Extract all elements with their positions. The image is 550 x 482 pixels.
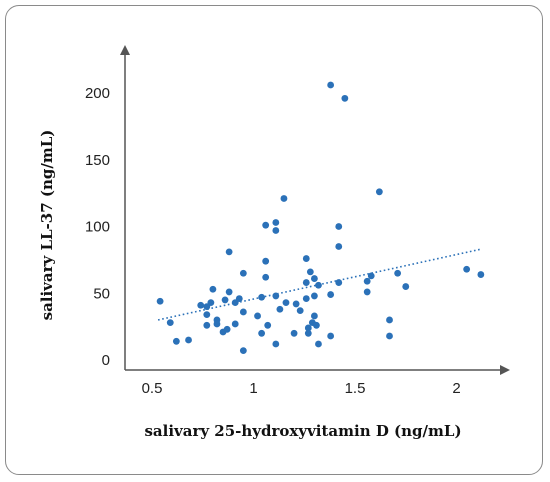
data-point bbox=[185, 336, 192, 344]
data-point bbox=[172, 337, 180, 345]
axes bbox=[120, 45, 510, 375]
data-point bbox=[225, 248, 233, 256]
data-point bbox=[386, 332, 393, 340]
data-point bbox=[264, 321, 272, 329]
data-point bbox=[262, 257, 270, 265]
data-point bbox=[272, 292, 280, 300]
data-point bbox=[221, 296, 229, 304]
data-point bbox=[280, 195, 288, 202]
data-point bbox=[302, 279, 310, 286]
x-axis-arrow bbox=[500, 365, 510, 375]
data-point bbox=[394, 269, 402, 277]
y-tick-label: 200 bbox=[85, 85, 110, 102]
data-point bbox=[463, 265, 471, 273]
data-point bbox=[282, 299, 290, 306]
x-tick-label: 1 bbox=[249, 380, 257, 397]
data-point bbox=[335, 279, 343, 286]
y-tick-label: 100 bbox=[85, 219, 110, 236]
data-point bbox=[156, 297, 164, 305]
data-point bbox=[302, 295, 310, 302]
data-point bbox=[327, 81, 335, 89]
data-point bbox=[315, 281, 322, 289]
data-point bbox=[239, 347, 247, 355]
y-tick-label: 50 bbox=[93, 285, 110, 302]
data-point bbox=[258, 329, 266, 337]
data-point bbox=[367, 272, 375, 280]
data-point bbox=[477, 271, 485, 278]
data-point bbox=[335, 243, 343, 250]
data-point bbox=[166, 319, 174, 327]
x-tick-label: 2 bbox=[452, 380, 460, 397]
data-point bbox=[306, 268, 314, 276]
data-point bbox=[262, 273, 270, 281]
data-point bbox=[363, 277, 371, 285]
data-point bbox=[197, 301, 205, 309]
data-point bbox=[341, 94, 349, 102]
data-point bbox=[262, 221, 270, 229]
data-point bbox=[207, 299, 215, 306]
data-point bbox=[315, 340, 322, 348]
data-point bbox=[302, 255, 310, 262]
data-point bbox=[213, 320, 221, 328]
data-point bbox=[239, 269, 247, 277]
data-point bbox=[311, 312, 318, 320]
data-point bbox=[304, 329, 312, 337]
y-tick-label: 0 bbox=[102, 352, 110, 369]
data-point bbox=[296, 307, 304, 315]
data-point bbox=[311, 275, 318, 282]
data-point bbox=[311, 292, 318, 300]
y-tick-label: 150 bbox=[85, 152, 110, 169]
x-tick-label: 0.5 bbox=[142, 380, 163, 397]
data-point bbox=[313, 321, 320, 329]
data-point bbox=[239, 308, 247, 316]
data-point bbox=[272, 340, 280, 348]
x-axis-title: salivary 25-hydroxyvitamin D (ng/mL) bbox=[144, 422, 461, 440]
y-axis-title: salivary LL-37 (ng/mL) bbox=[38, 130, 56, 321]
data-point bbox=[335, 223, 343, 230]
data-point bbox=[225, 288, 233, 296]
data-point bbox=[235, 295, 243, 302]
data-point bbox=[292, 300, 300, 308]
data-points bbox=[156, 81, 485, 355]
data-point bbox=[254, 312, 261, 320]
y-axis-arrow bbox=[120, 45, 130, 55]
data-point bbox=[363, 288, 371, 296]
data-point bbox=[272, 227, 280, 234]
data-point bbox=[386, 316, 393, 324]
data-point bbox=[272, 219, 280, 226]
data-point bbox=[304, 324, 312, 332]
data-point bbox=[223, 325, 231, 333]
data-point bbox=[231, 320, 239, 328]
data-point bbox=[258, 293, 266, 301]
data-point bbox=[402, 283, 410, 290]
x-tick-label: 1.5 bbox=[345, 380, 366, 397]
data-point bbox=[203, 321, 211, 329]
data-point bbox=[209, 285, 217, 293]
data-point bbox=[290, 329, 298, 337]
data-point bbox=[327, 332, 335, 340]
chart-frame bbox=[5, 5, 543, 475]
tick-labels: 0.5 1 1.5 2 0 50 100 150 200 bbox=[85, 85, 461, 397]
data-point bbox=[327, 291, 335, 298]
data-point bbox=[276, 305, 284, 313]
data-point bbox=[375, 188, 383, 196]
data-point bbox=[203, 311, 211, 319]
